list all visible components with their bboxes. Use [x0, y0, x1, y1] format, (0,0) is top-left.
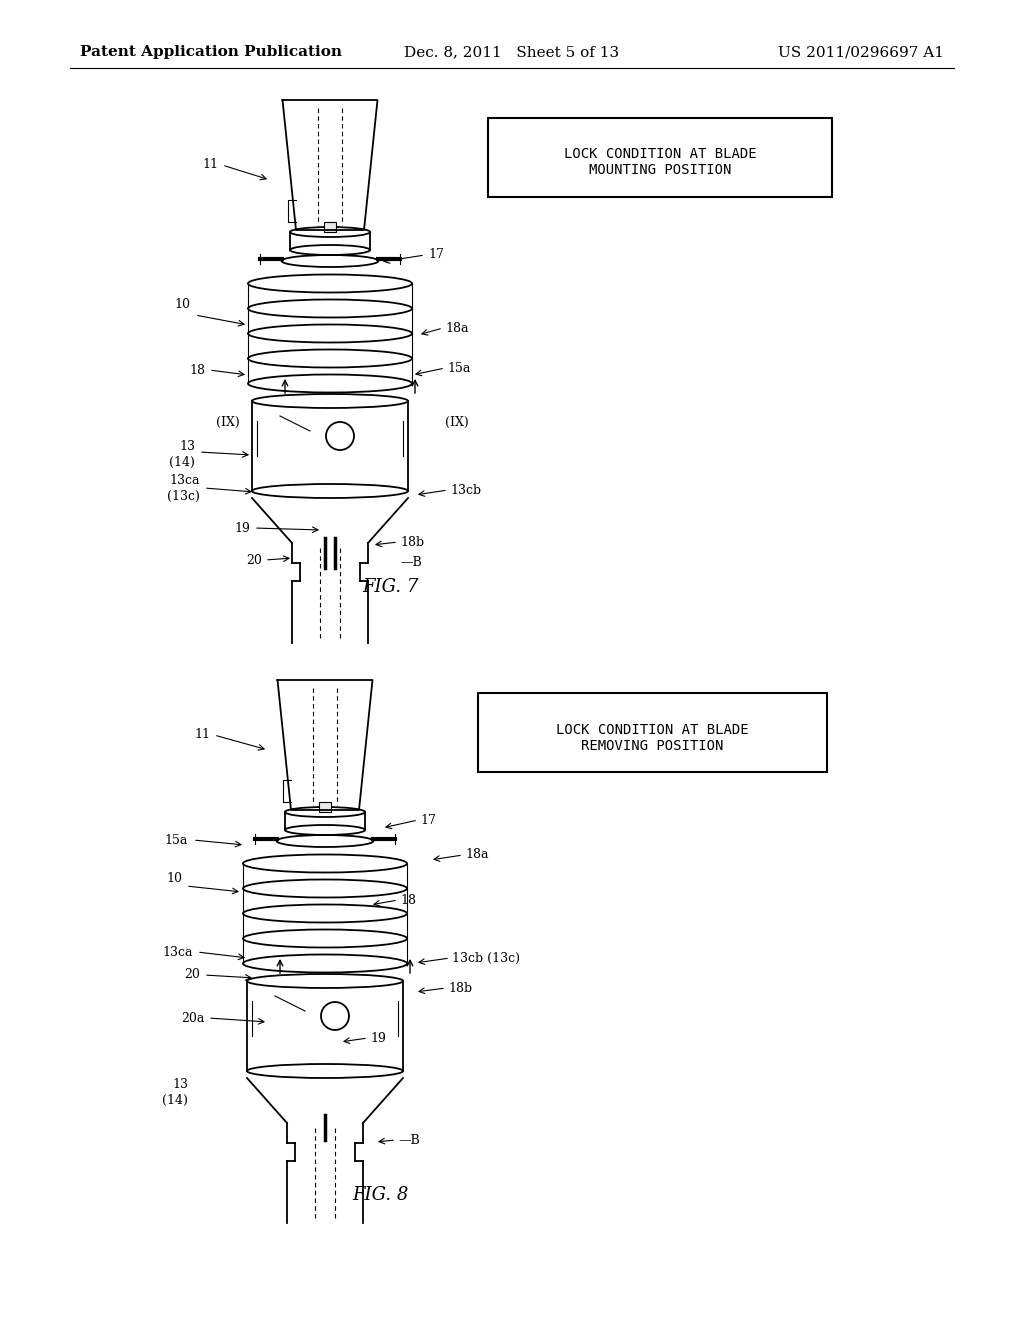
Text: 13cb: 13cb [450, 483, 481, 496]
Text: LOCK CONDITION AT BLADE
REMOVING POSITION: LOCK CONDITION AT BLADE REMOVING POSITIO… [556, 723, 749, 754]
Text: 13cb (13c): 13cb (13c) [452, 952, 520, 965]
Text: (IX): (IX) [216, 416, 240, 429]
Text: 17: 17 [428, 248, 443, 261]
Text: 18a: 18a [445, 322, 469, 334]
Text: 17: 17 [420, 813, 436, 826]
Text: 20: 20 [246, 553, 262, 566]
Text: 19: 19 [370, 1031, 386, 1044]
Text: 18a: 18a [465, 849, 488, 862]
FancyBboxPatch shape [488, 117, 831, 197]
Text: —B: —B [398, 1134, 420, 1147]
Text: 15a: 15a [165, 833, 188, 846]
Text: 10: 10 [174, 298, 190, 312]
Text: 20: 20 [184, 969, 200, 982]
Text: Patent Application Publication: Patent Application Publication [80, 45, 342, 59]
Text: (13c): (13c) [167, 490, 200, 503]
Text: FIG. 7: FIG. 7 [361, 578, 418, 597]
Text: Dec. 8, 2011   Sheet 5 of 13: Dec. 8, 2011 Sheet 5 of 13 [404, 45, 620, 59]
Text: 13ca: 13ca [170, 474, 200, 487]
Text: 13: 13 [179, 441, 195, 454]
Text: 18b: 18b [449, 982, 472, 994]
Bar [324, 222, 336, 232]
Text: 20a: 20a [181, 1011, 205, 1024]
Text: 15a: 15a [447, 362, 470, 375]
FancyBboxPatch shape [478, 693, 827, 772]
Text: US 2011/0296697 A1: US 2011/0296697 A1 [778, 45, 944, 59]
Text: 10: 10 [166, 871, 182, 884]
Text: 11: 11 [194, 729, 210, 742]
Text: (IX): (IX) [445, 416, 469, 429]
Text: 18: 18 [400, 894, 416, 907]
Text: 18: 18 [189, 363, 205, 376]
Text: 13ca: 13ca [163, 945, 193, 958]
Text: 13: 13 [172, 1078, 188, 1092]
Text: —B: —B [400, 556, 422, 569]
Bar [319, 803, 331, 812]
Text: LOCK CONDITION AT BLADE
MOUNTING POSITION: LOCK CONDITION AT BLADE MOUNTING POSITIO… [563, 147, 757, 177]
Text: FIG. 8: FIG. 8 [352, 1185, 409, 1204]
Text: 11: 11 [202, 158, 218, 172]
Text: 19: 19 [234, 521, 250, 535]
Text: 18b: 18b [400, 536, 424, 549]
Text: (14): (14) [162, 1093, 188, 1106]
Text: (14): (14) [169, 455, 195, 469]
